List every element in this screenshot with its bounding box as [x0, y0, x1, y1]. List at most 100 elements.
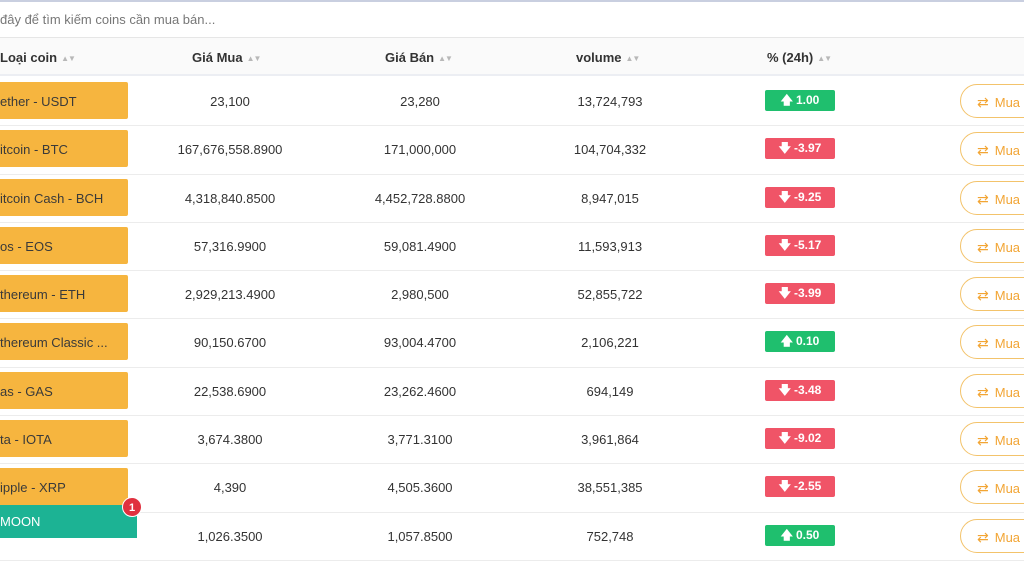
- buy-button-label: Mua: [994, 95, 1021, 110]
- arrow-down-icon: 🡇: [778, 237, 791, 252]
- moon-chat-bar[interactable]: MOON: [0, 505, 137, 538]
- table-row: as - GAS 22,538.6900 23,262.4600 694,149…: [0, 368, 1024, 417]
- coin-name-tag[interactable]: os - EOS: [0, 226, 128, 264]
- buy-button[interactable]: ⇄ Mua: [960, 518, 1024, 553]
- sell-price: 4,452,728.8800: [374, 190, 466, 206]
- buy-button[interactable]: ⇄ Mua: [960, 132, 1024, 167]
- exchange-arrows-icon: ⇄: [977, 238, 989, 255]
- change-value: -9.25: [793, 189, 822, 204]
- column-header-sell-price[interactable]: Giá Bán ▲▼: [385, 50, 453, 65]
- buy-price: 23,100: [210, 94, 250, 109]
- change-value: -3.99: [793, 286, 822, 301]
- buy-button-label: Mua: [994, 143, 1021, 159]
- exchange-arrows-icon: ⇄: [977, 335, 989, 352]
- sell-price: 23,280: [400, 94, 440, 109]
- notification-badge[interactable]: 1: [122, 497, 142, 517]
- arrow-down-icon: 🡇: [778, 189, 791, 204]
- buy-button-label: Mua: [994, 336, 1021, 352]
- buy-button-label: Mua: [994, 529, 1021, 545]
- arrow-down-icon: 🡇: [778, 286, 791, 301]
- buy-button-label: Mua: [994, 239, 1021, 255]
- column-header-change-24h[interactable]: % (24h) ▲▼: [767, 50, 832, 65]
- exchange-arrows-icon: ⇄: [977, 528, 989, 545]
- sort-icon[interactable]: ▲▼: [61, 54, 76, 63]
- coin-name-tag[interactable]: thereum Classic ...: [0, 323, 128, 361]
- coin-name-tag[interactable]: itcoin Cash - BCH: [0, 178, 128, 216]
- arrow-down-icon: 🡇: [778, 431, 791, 446]
- sort-icon[interactable]: ▲▼: [438, 54, 453, 63]
- change-value: -9.02: [793, 431, 822, 446]
- table-row: thereum Classic ... 90,150.6700 93,004.4…: [0, 319, 1024, 368]
- buy-button[interactable]: ⇄ Mua: [960, 277, 1024, 312]
- exchange-arrows-icon: ⇄: [977, 287, 989, 304]
- sell-price: 171,000,000: [383, 142, 457, 158]
- buy-price: 57,316.9900: [193, 238, 267, 254]
- buy-price: 2,929,213.4900: [184, 287, 276, 303]
- sell-price: 23,262.4600: [383, 383, 457, 399]
- buy-button[interactable]: ⇄ Mua: [960, 84, 1024, 118]
- volume-value: 11,593,913: [577, 238, 643, 254]
- buy-price: 1,026.3500: [197, 528, 263, 544]
- sort-icon[interactable]: ▲▼: [625, 54, 641, 63]
- arrow-up-icon: 🡅: [780, 527, 793, 542]
- sort-icon[interactable]: ▲▼: [246, 54, 262, 63]
- volume-value: 694,149: [586, 383, 634, 399]
- exchange-arrows-icon: ⇄: [977, 142, 989, 159]
- change-badge: 🡅 1.00: [765, 90, 835, 111]
- buy-price: 4,318,840.8500: [184, 190, 276, 206]
- exchange-arrows-icon: ⇄: [977, 190, 989, 207]
- arrow-down-icon: 🡇: [778, 479, 791, 494]
- table-header: Loại coin ▲▼ Giá Mua ▲▼ Giá Bán ▲▼ volume ▲▼…: [0, 38, 1024, 76]
- buy-button[interactable]: ⇄ Mua: [960, 325, 1024, 360]
- change-badge: 🡇 -5.17: [765, 234, 835, 256]
- change-badge: 🡇 -3.99: [765, 283, 835, 305]
- arrow-up-icon: 🡅: [780, 334, 793, 349]
- search-input[interactable]: [0, 2, 1020, 37]
- sell-price: 59,081.4900: [383, 238, 457, 254]
- change-value: -3.97: [793, 141, 822, 156]
- buy-price: 4,390: [213, 480, 247, 496]
- sell-price: 3,771.3100: [387, 432, 453, 448]
- coin-table-body: ether - USDT 23,100 23,280 13,724,793 🡅 1…: [0, 78, 1024, 561]
- arrow-down-icon: 🡇: [778, 382, 791, 397]
- coin-name-tag[interactable]: thereum - ETH: [0, 275, 128, 313]
- change-value: -5.17: [793, 237, 822, 252]
- exchange-arrows-icon: ⇄: [977, 94, 989, 110]
- sell-price: 1,057.8500: [387, 528, 453, 544]
- buy-button[interactable]: ⇄ Mua: [960, 422, 1024, 457]
- buy-button[interactable]: ⇄ Mua: [960, 373, 1024, 408]
- buy-button-label: Mua: [994, 384, 1021, 400]
- coin-name-tag[interactable]: as - GAS: [0, 371, 128, 409]
- change-value: 0.50: [795, 527, 820, 542]
- coin-name-tag[interactable]: ta - IOTA: [0, 420, 128, 458]
- table-row: itcoin - BTC 167,676,558.8900 171,000,00…: [0, 126, 1024, 175]
- change-badge: 🡅 0.10: [765, 331, 835, 353]
- table-row: ta - IOTA 3,674.3800 3,771.3100 3,961,86…: [0, 416, 1024, 465]
- column-header-buy-price[interactable]: Giá Mua ▲▼: [192, 50, 262, 65]
- change-badge: 🡇 -3.48: [765, 379, 835, 401]
- sort-icon[interactable]: ▲▼: [817, 54, 832, 63]
- volume-value: 38,551,385: [577, 480, 643, 496]
- change-badge: 🡇 -9.02: [765, 428, 835, 450]
- arrow-down-icon: 🡇: [778, 141, 791, 156]
- coin-name-tag[interactable]: ipple - XRP: [0, 468, 128, 506]
- buy-button-label: Mua: [994, 481, 1021, 497]
- change-value: 1.00: [795, 93, 820, 107]
- buy-price: 167,676,558.8900: [177, 142, 283, 158]
- coin-name-tag[interactable]: ether - USDT: [0, 82, 128, 119]
- buy-button[interactable]: ⇄ Mua: [960, 470, 1024, 505]
- volume-value: 104,704,332: [573, 142, 647, 158]
- table-row: ether - USDT 23,100 23,280 13,724,793 🡅 1…: [0, 78, 1024, 127]
- column-header-coin[interactable]: Loại coin ▲▼: [0, 50, 76, 65]
- coin-name-tag[interactable]: itcoin - BTC: [0, 130, 128, 168]
- change-badge: 🡅 0.50: [765, 524, 835, 546]
- volume-value: 8,947,015: [581, 190, 639, 206]
- column-header-volume[interactable]: volume ▲▼: [576, 50, 641, 65]
- buy-price: 90,150.6700: [193, 335, 267, 351]
- buy-button[interactable]: ⇄ Mua: [960, 228, 1024, 263]
- change-value: -3.48: [793, 382, 822, 397]
- change-badge: 🡇 -2.55: [765, 476, 835, 498]
- table-row: thereum - ETH 2,929,213.4900 2,980,500 5…: [0, 271, 1024, 320]
- buy-button[interactable]: ⇄ Mua: [960, 180, 1024, 215]
- change-value: 0.10: [795, 334, 820, 349]
